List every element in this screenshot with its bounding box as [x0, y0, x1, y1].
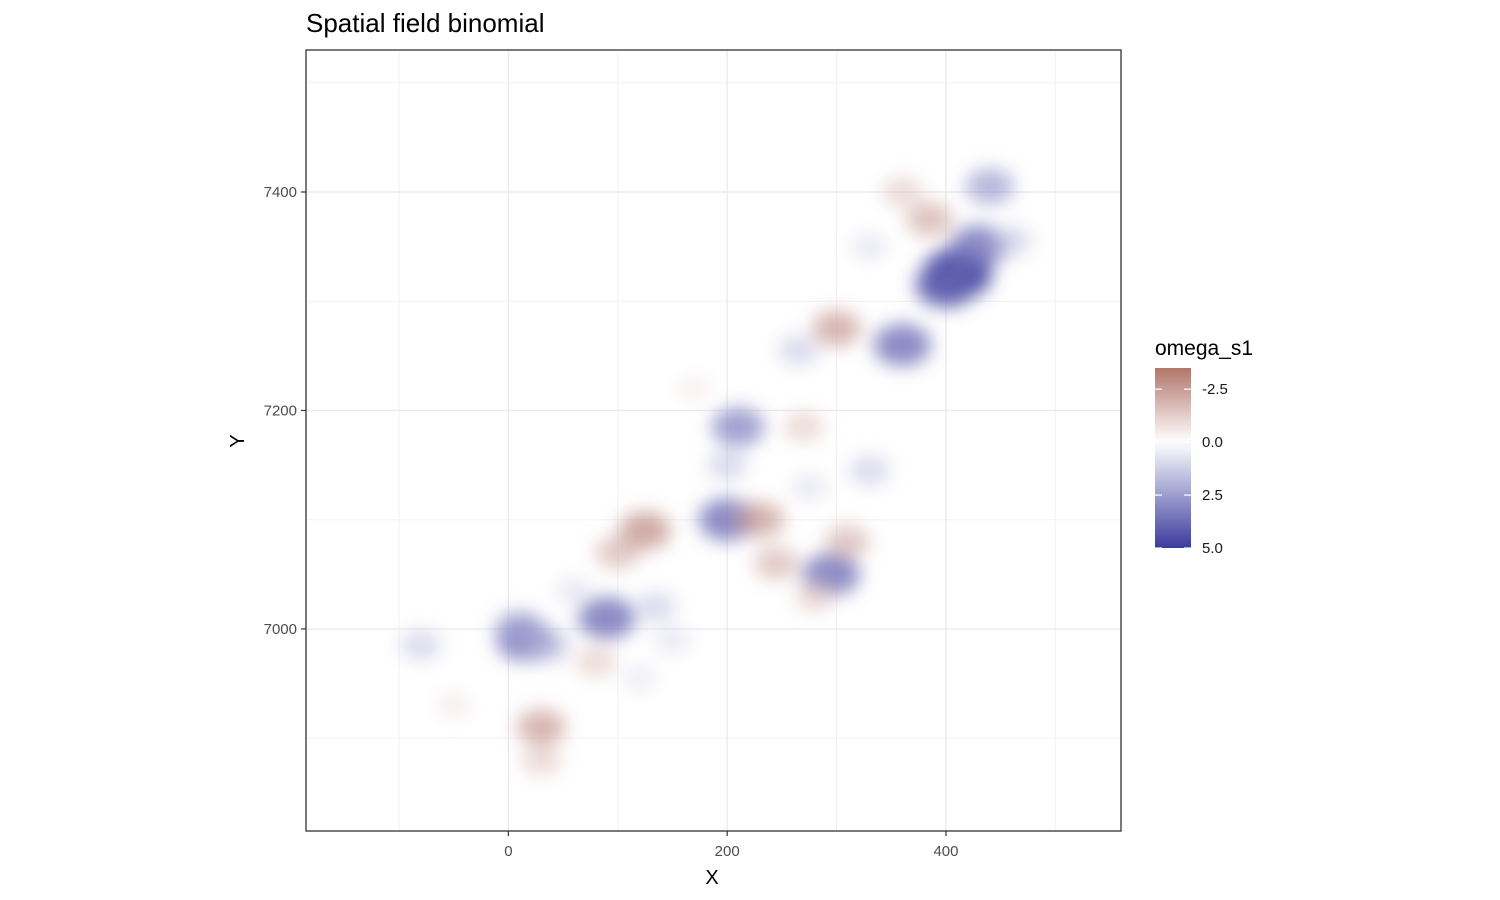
field-cell	[524, 628, 569, 662]
y-tick-label: 7200	[264, 402, 297, 419]
field-cell	[436, 692, 471, 718]
legend-tick-label: -2.5	[1202, 381, 1228, 398]
y-axis: 7000 7200 7400	[264, 184, 306, 638]
panel-border	[305, 49, 1122, 832]
field-cell	[521, 745, 562, 775]
field-cell	[654, 626, 691, 654]
field-cell	[556, 577, 592, 604]
panel-background	[306, 50, 1121, 831]
plot-panel	[305, 49, 1122, 832]
field-cell	[735, 501, 785, 538]
field-cell	[754, 546, 799, 580]
field-blobs	[400, 168, 1032, 775]
field-cell	[619, 511, 671, 550]
x-tick-label: 200	[715, 843, 740, 860]
x-tick-label: 0	[504, 843, 512, 860]
field-cell	[595, 536, 640, 569]
legend-tick-label: 2.5	[1202, 487, 1223, 504]
field-cell	[677, 376, 711, 401]
x-axis: 0 200 400	[504, 831, 958, 860]
field-cell	[778, 335, 819, 366]
legend-colorbar	[1155, 368, 1191, 548]
field-cell	[991, 226, 1032, 256]
field-cell	[873, 323, 931, 367]
field-cell	[400, 630, 441, 661]
y-axis-title: Y	[227, 434, 249, 447]
legend-tick-label: 0.0	[1202, 434, 1223, 451]
field-cell	[794, 581, 835, 611]
field-cell	[575, 646, 616, 677]
field-cell	[882, 177, 923, 207]
field-cell	[965, 168, 1015, 205]
x-tick-label: 400	[933, 843, 958, 860]
field-cell	[636, 592, 677, 622]
field-cell	[915, 262, 977, 308]
legend-tick-label: 5.0	[1202, 540, 1223, 557]
field-cell	[812, 310, 861, 347]
field-cell	[707, 450, 748, 480]
field-cell	[851, 233, 888, 260]
legend: omega_s1 -2.5 0.0 2.5 5.0	[1155, 337, 1253, 557]
field-cell	[622, 665, 657, 691]
legend-title: omega_s1	[1155, 337, 1253, 360]
legend-ticks: -2.5 0.0 2.5 5.0	[1155, 381, 1228, 557]
chart-title: Spatial field binomial	[306, 8, 544, 38]
spatial-field	[400, 168, 1032, 775]
x-axis-title: X	[705, 867, 718, 889]
field-cell	[578, 596, 636, 640]
field-cell	[791, 473, 828, 501]
y-tick-label: 7000	[264, 621, 297, 638]
field-cell	[711, 407, 765, 447]
y-tick-label: 7400	[264, 184, 297, 201]
field-cell	[849, 455, 890, 486]
field-cell	[516, 709, 566, 746]
field-cell	[906, 202, 953, 237]
field-cell	[825, 525, 870, 558]
field-cell	[783, 412, 824, 442]
